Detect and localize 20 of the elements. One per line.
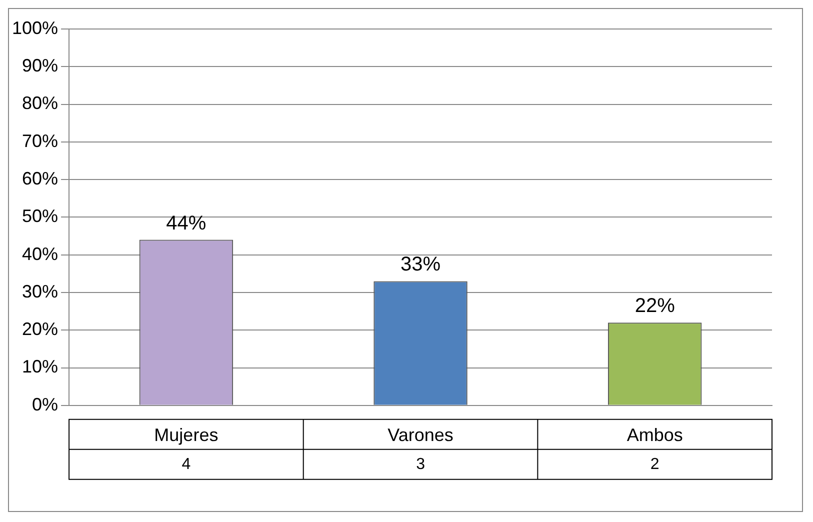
y-tick-label: 40% [22, 244, 58, 264]
y-tick-label: 80% [22, 93, 58, 114]
y-tick-label: 10% [22, 356, 58, 377]
y-tick-label: 90% [22, 56, 58, 76]
text: 4 [182, 456, 191, 473]
y-tick-label: 60% [22, 168, 58, 189]
y-tick-label: 20% [22, 319, 58, 340]
x-tick-label: Mujeres [154, 425, 218, 446]
data-label: 44% [166, 212, 206, 234]
y-tick-label: 30% [22, 281, 58, 302]
text: 3 [416, 456, 426, 473]
data-label: 33% [400, 254, 441, 276]
y-tick-label: 70% [22, 130, 58, 151]
y-tick-label: 100% [12, 18, 58, 38]
y-tick-label: 50% [22, 206, 58, 226]
text: 2 [650, 456, 660, 473]
x-tick-label: Varones [388, 425, 454, 446]
x-tick-label: Ambos [626, 425, 683, 446]
y-tick-label: 0% [32, 394, 58, 414]
data-label: 22% [634, 295, 676, 318]
